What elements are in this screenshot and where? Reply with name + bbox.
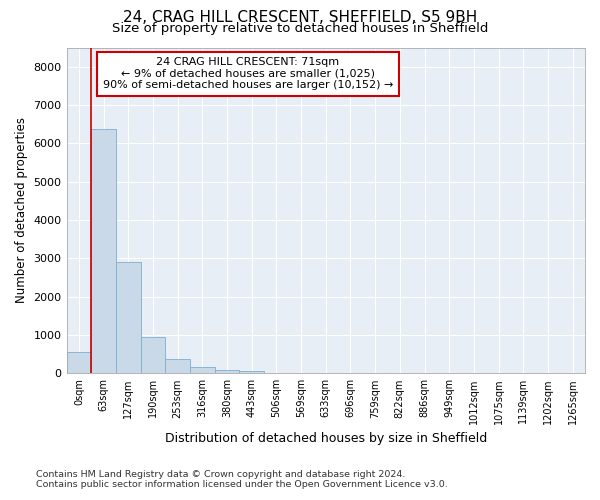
Bar xyxy=(165,359,190,374)
Bar xyxy=(140,336,165,374)
Text: Size of property relative to detached houses in Sheffield: Size of property relative to detached ho… xyxy=(112,22,488,35)
Text: Contains HM Land Registry data © Crown copyright and database right 2024.
Contai: Contains HM Land Registry data © Crown c… xyxy=(36,470,448,489)
Bar xyxy=(215,370,239,374)
Bar xyxy=(239,371,264,374)
Bar xyxy=(91,129,116,374)
Text: 24, CRAG HILL CRESCENT, SHEFFIELD, S5 9BH: 24, CRAG HILL CRESCENT, SHEFFIELD, S5 9B… xyxy=(123,10,477,25)
Text: 24 CRAG HILL CRESCENT: 71sqm
← 9% of detached houses are smaller (1,025)
90% of : 24 CRAG HILL CRESCENT: 71sqm ← 9% of det… xyxy=(103,58,393,90)
X-axis label: Distribution of detached houses by size in Sheffield: Distribution of detached houses by size … xyxy=(164,432,487,445)
Y-axis label: Number of detached properties: Number of detached properties xyxy=(15,118,28,304)
Bar xyxy=(190,367,215,374)
Bar xyxy=(116,262,140,374)
Bar xyxy=(67,352,91,374)
